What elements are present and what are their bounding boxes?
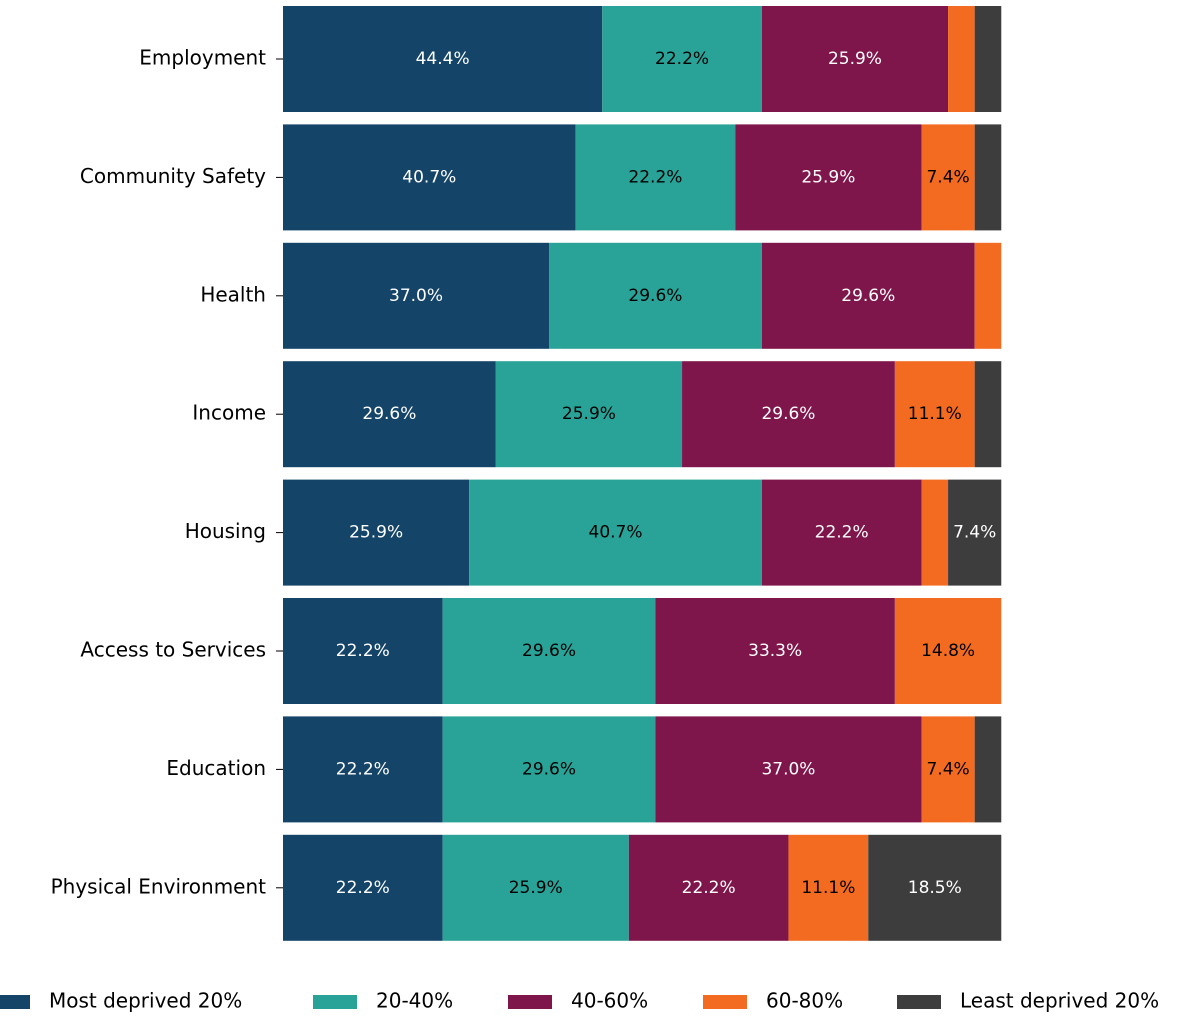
bar-segment (761, 479, 922, 586)
bar-segment (495, 361, 683, 468)
value-label: 22.2% (815, 523, 869, 543)
bar-segment (283, 834, 443, 941)
value-label: 22.2% (336, 641, 390, 661)
y-tick-label: Community Safety (80, 164, 266, 188)
legend-label: 20-40% (376, 989, 453, 1013)
value-label: 11.1% (908, 404, 962, 424)
bar-segment (948, 6, 975, 112)
value-label: 25.9% (828, 49, 882, 69)
legend-swatch (0, 995, 30, 1009)
bar-segment (761, 6, 949, 112)
legend-label: Least deprived 20% (960, 989, 1159, 1013)
bar-segment (894, 361, 975, 468)
value-label: 29.6% (362, 404, 416, 424)
value-label: 14.8% (921, 641, 975, 661)
value-label: 22.2% (655, 49, 709, 69)
bar-segment (974, 124, 1002, 231)
y-tick-label: Education (166, 756, 266, 780)
bar-segment (735, 124, 922, 231)
y-tick-label: Housing (185, 519, 266, 543)
bar-segment (974, 6, 1002, 112)
bar-segment (283, 242, 550, 349)
legend-swatch (313, 995, 357, 1009)
bar-segment (788, 834, 869, 941)
value-label: 37.0% (389, 286, 443, 306)
value-label: 7.4% (926, 167, 969, 187)
bar-segment (283, 716, 443, 823)
bar-segment (974, 242, 1002, 349)
bar-segment (921, 716, 975, 823)
bar-segment (921, 479, 949, 586)
value-label: 29.6% (522, 759, 576, 779)
value-label: 22.2% (628, 167, 682, 187)
bar-segment (549, 242, 762, 349)
bar-segment (948, 479, 1002, 586)
bar-segment (921, 124, 975, 231)
value-label: 33.3% (748, 641, 802, 661)
bar-segment (575, 124, 736, 231)
legend-label: 60-80% (766, 989, 843, 1013)
value-label: 7.4% (953, 523, 996, 543)
y-tick-label: Income (192, 401, 266, 425)
value-label: 22.2% (336, 759, 390, 779)
bar-segment (974, 361, 1002, 468)
bar-segment (868, 834, 1002, 941)
bar-segment (442, 598, 656, 704)
bar-segment (682, 361, 895, 468)
y-tick-label: Access to Services (80, 638, 266, 662)
bar-segment (602, 6, 762, 112)
bar-segment (283, 6, 603, 112)
legend-swatch (703, 995, 747, 1009)
value-label: 29.6% (841, 286, 895, 306)
value-label: 44.4% (416, 49, 470, 69)
y-tick-label: Employment (139, 46, 266, 70)
value-label: 29.6% (522, 641, 576, 661)
value-label: 25.9% (349, 523, 403, 543)
bar-segment (628, 834, 789, 941)
y-tick-label: Physical Environment (51, 874, 267, 898)
value-label: 25.9% (801, 167, 855, 187)
bar-segment (283, 479, 470, 586)
value-label: 37.0% (761, 759, 815, 779)
legend-swatch (897, 995, 941, 1009)
value-label: 7.4% (926, 759, 969, 779)
bar-segment (442, 834, 629, 941)
bar-segment (761, 242, 975, 349)
bar-segment (283, 124, 576, 231)
bar-segment (655, 598, 895, 704)
bar-segment (974, 716, 1002, 823)
legend-swatch (508, 995, 552, 1009)
value-label: 22.2% (336, 878, 390, 898)
value-label: 29.6% (628, 286, 682, 306)
value-label: 40.7% (402, 167, 456, 187)
bar-segment (283, 361, 496, 468)
value-label: 25.9% (509, 878, 563, 898)
value-label: 18.5% (908, 878, 962, 898)
legend-label: 40-60% (571, 989, 648, 1013)
bar-segment (283, 598, 443, 704)
value-label: 25.9% (562, 404, 616, 424)
bar-segment (469, 479, 762, 586)
value-label: 11.1% (801, 878, 855, 898)
y-tick-label: Health (200, 282, 266, 306)
bar-segment (655, 716, 922, 823)
value-label: 22.2% (682, 878, 736, 898)
legend-label: Most deprived 20% (49, 989, 242, 1013)
value-label: 29.6% (761, 404, 815, 424)
value-label: 40.7% (589, 523, 643, 543)
bar-segment (894, 598, 1002, 704)
bar-segment (442, 716, 656, 823)
